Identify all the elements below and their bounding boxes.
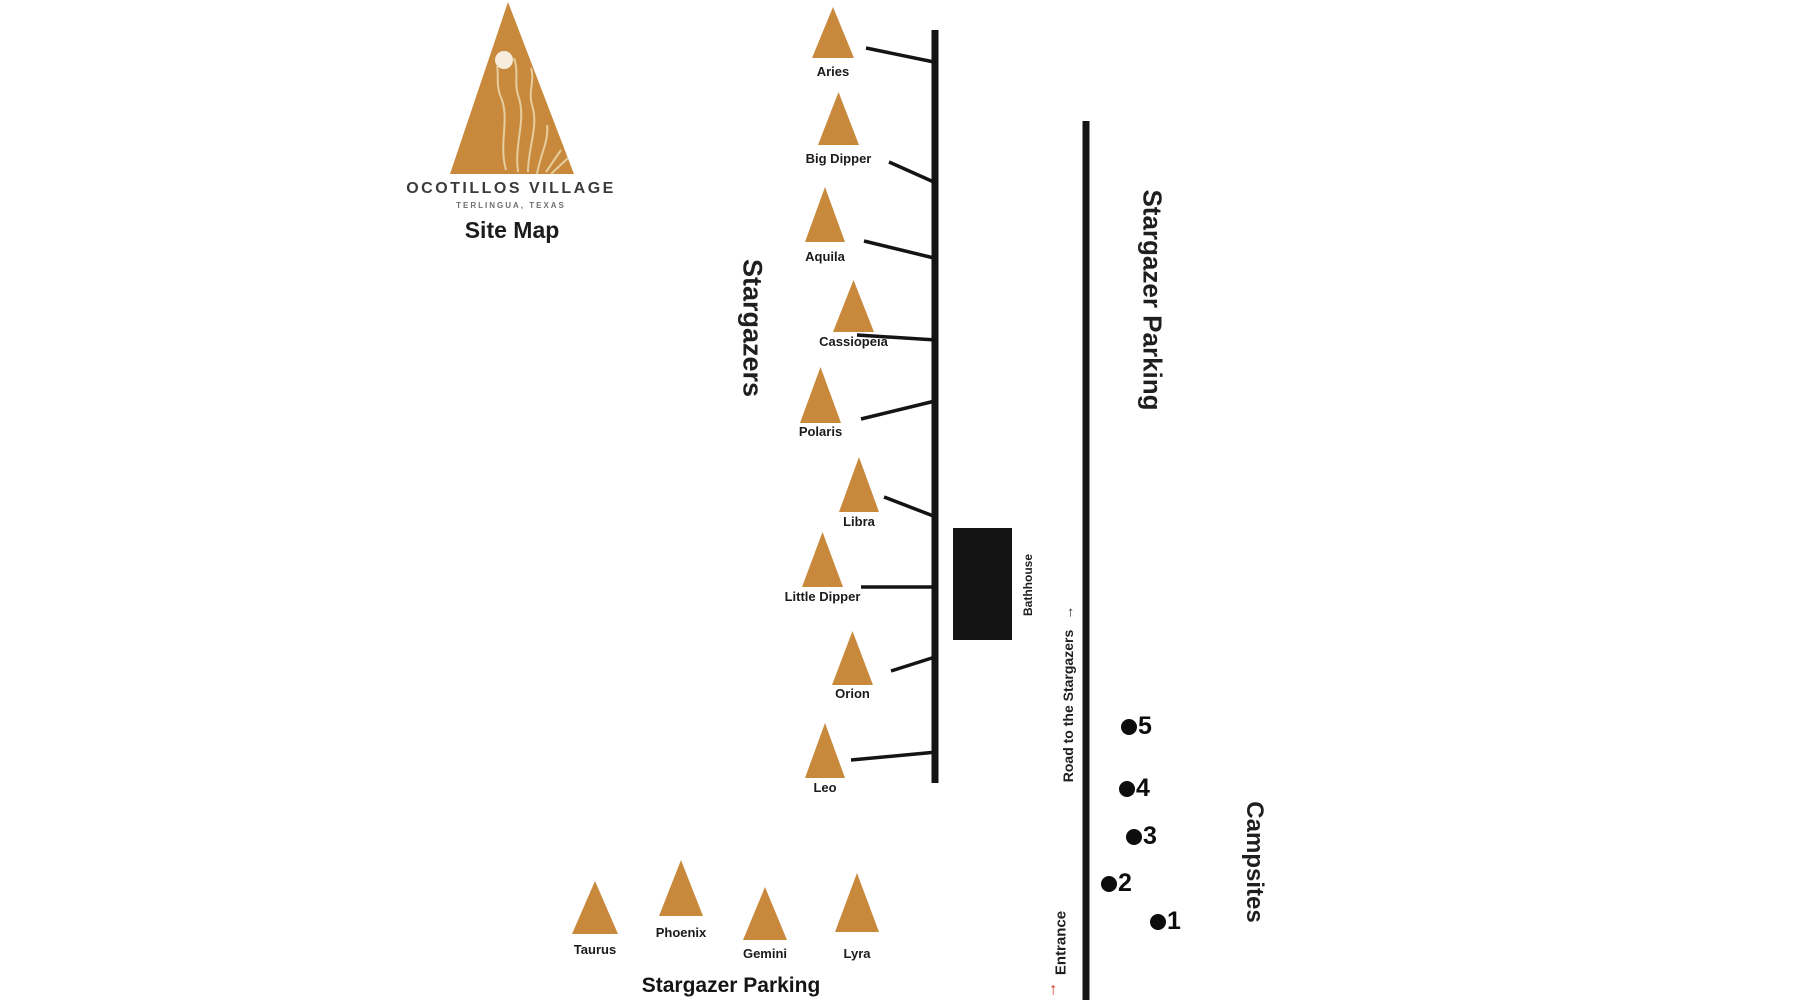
- tent-site-name: Phoenix: [655, 925, 707, 940]
- bathhouse-building: [953, 528, 1012, 640]
- tent-connector-line: [863, 239, 935, 260]
- tent-site-name: Little Dipper: [784, 589, 861, 604]
- up-arrow-icon: →: [1060, 605, 1076, 620]
- tent-site-name: Orion: [835, 686, 870, 701]
- stargazer-parking-area-label: Stargazer Parking: [1137, 189, 1168, 411]
- tent-connector-line: [888, 160, 937, 185]
- campsite-dot-icon: [1119, 781, 1135, 797]
- campsite-dot-icon: [1150, 914, 1166, 930]
- campsite-number: 1: [1167, 906, 1181, 935]
- tent-connector-line: [890, 655, 936, 673]
- road-to-stargazers-text: Road to the Stargazers: [1060, 629, 1076, 783]
- tent-site-name: Aries: [816, 64, 850, 79]
- tent-connector-line: [865, 46, 935, 64]
- campsite-dot-icon: [1101, 876, 1117, 892]
- campsites-section-label: Campsites: [1241, 801, 1268, 923]
- logo-title: OCOTILLOS VILLAGE: [406, 180, 616, 197]
- page-title: Site Map: [464, 217, 560, 243]
- tent-connector-line: [883, 495, 937, 519]
- tent-site-name: Big Dipper: [805, 151, 872, 166]
- tent-site-name: Taurus: [573, 942, 617, 957]
- tent-site-name: Cassiopeia: [819, 334, 888, 349]
- tent-site-name: Aquila: [805, 249, 845, 264]
- entrance-label: Entrance: [1052, 910, 1070, 976]
- campsite-number: 4: [1136, 773, 1150, 802]
- moon-icon: [495, 51, 513, 69]
- stargazers-section-label: Stargazers: [737, 258, 768, 398]
- tent-site-name: Libra: [843, 514, 875, 529]
- tent-site-name: Polaris: [798, 424, 843, 439]
- campsite-dot-icon: [1121, 719, 1137, 735]
- campsite-number: 5: [1138, 711, 1152, 740]
- tent-site-name: Gemini: [742, 946, 788, 961]
- campsite-number: 3: [1143, 821, 1157, 850]
- tent-connector-line: [856, 333, 937, 342]
- tent-site-name: Leo: [813, 780, 837, 795]
- ocotillos-village-logo: [450, 2, 574, 175]
- tent-connector-line: [850, 750, 938, 762]
- entrance-arrow-icon: →: [1041, 981, 1060, 999]
- ocotillo-plant-icon: [496, 57, 569, 175]
- campsite-number: 2: [1118, 868, 1132, 897]
- tent-site-name: Lyra: [843, 946, 871, 961]
- stargazer-parking-bottom-label: Stargazer Parking: [641, 974, 821, 997]
- bathhouse-label: Bathhouse: [1021, 553, 1035, 617]
- logo-subtitle: TERLINGUA, TEXAS: [456, 201, 566, 210]
- tent-connector-line: [860, 399, 936, 421]
- logo-triangle-icon: [450, 2, 574, 174]
- campsite-dot-icon: [1126, 829, 1142, 845]
- road-to-stargazers-label: Road to the Stargazers →: [1060, 606, 1076, 782]
